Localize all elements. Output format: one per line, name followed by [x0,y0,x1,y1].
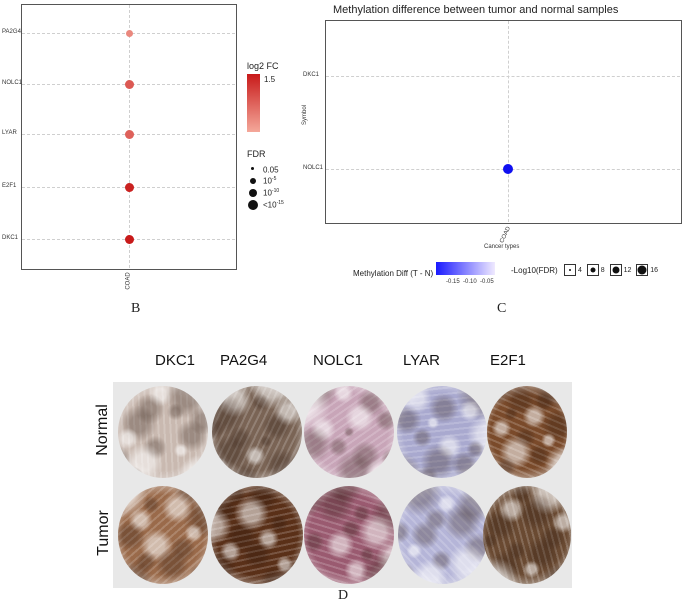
ihc-core-normal-lyar [397,386,487,478]
c-fdr-legend-label: 12 [623,266,632,274]
meth-legend-label: -0.05 [480,279,494,285]
panel-c-title: Methylation difference between tumor and… [333,4,619,16]
ihc-core-normal-nolc1 [304,386,394,478]
ihc-core-normal-dkc1 [118,386,208,478]
meth-color-bar [436,262,495,275]
c-fdr-legend-label: 8 [600,266,605,274]
c-fdr-legend-key [609,264,622,276]
c-fdr-legend-key [564,264,576,276]
fdr-legend-label: 0.05 [263,165,279,175]
c-fdr-legend: 4 8 12 16 [564,264,658,276]
y-tick-label: NOLC1 [2,80,23,86]
fc-color-bar [247,74,260,132]
y-tick-label: DKC1 [2,235,19,241]
ihc-core-normal-e2f1 [487,386,567,478]
data-point [124,234,134,244]
data-point [503,164,513,174]
meth-legend-label: -0.10 [463,279,477,285]
fdr-legend-key [247,163,259,175]
fc-legend-title: log2 FC [247,61,279,71]
y-tick-label: NOLC1 [303,165,324,171]
ihc-core-tumor-lyar [398,486,488,584]
c-fdr-legend-label: 16 [650,266,659,274]
data-point [124,129,134,139]
ihc-core-normal-pa2g4 [212,386,302,478]
x-axis-label: Cancer types [484,244,520,250]
data-point [124,79,134,89]
ihc-core-tumor-e2f1 [483,486,571,584]
data-point [125,29,133,37]
fdr-legend-label: 10-5 [263,176,277,186]
fdr-legend-key [247,175,259,187]
gene-column-label: PA2G4 [220,352,268,369]
meth-legend-label: -0.15 [446,279,460,285]
data-point [124,182,134,192]
c-fdr-legend-title: -Log10(FDR) [511,266,558,275]
ihc-core-tumor-nolc1 [304,486,394,584]
y-tick-label: DKC1 [303,72,320,78]
c-fdr-legend-key [636,264,649,276]
c-fdr-legend-label: 4 [577,266,582,274]
fdr-legend-key [247,199,259,211]
ihc-core-tumor-pa2g4 [211,486,303,584]
panel-c-plot [325,20,682,224]
y-tick-label: PA2G4 [2,29,21,35]
panel-b-letter: B [131,301,141,316]
panel-c-letter: C [497,301,507,316]
gene-column-label: E2F1 [490,352,526,369]
y-tick-label: E2F1 [2,183,17,189]
gene-column-label: DKC1 [155,352,196,369]
gene-column-label: LYAR [403,352,440,369]
y-axis-label: Symbol [302,104,309,126]
x-tick-label: COAD [125,272,132,290]
fc-legend-label: 1.5 [264,75,276,84]
fdr-legend-key [247,187,259,199]
x-tick-label: COAD [499,225,513,245]
row-label-normal: Normal [93,404,111,456]
fdr-legend-label: <10-15 [263,200,284,210]
panel-c-vgrid [508,21,509,222]
c-fdr-legend-key [586,264,599,276]
gene-column-label: NOLC1 [313,352,364,369]
y-tick-label: LYAR [2,130,17,136]
ihc-core-tumor-dkc1 [118,486,208,584]
meth-legend-title: Methylation Diff (T - N) [353,269,434,278]
fdr-legend-title: FDR [247,149,266,159]
panel-d-letter: D [338,588,349,603]
panel-c-hgrid [326,76,680,77]
fdr-legend-label: 10-10 [263,188,280,198]
row-label-tumor: Tumor [94,510,112,556]
